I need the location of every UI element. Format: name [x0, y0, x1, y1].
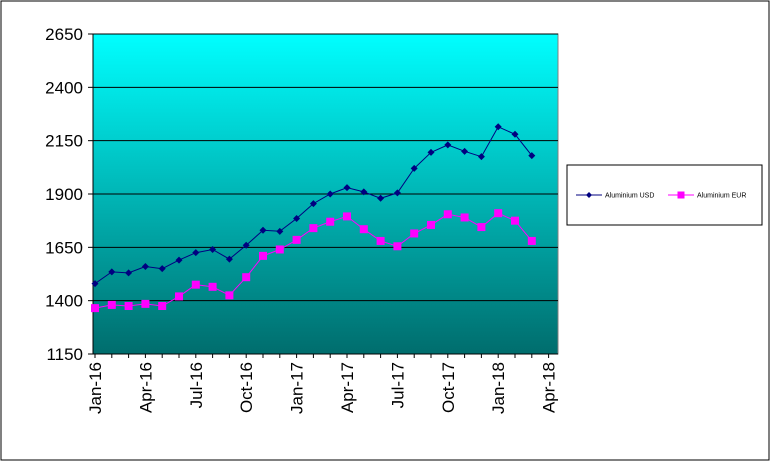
data-point — [477, 153, 485, 161]
data-point — [326, 217, 335, 226]
x-tick-label: Oct-16 — [237, 362, 256, 413]
data-point — [208, 282, 217, 291]
data-point — [410, 229, 419, 238]
data-point — [443, 210, 452, 219]
data-point — [175, 292, 183, 301]
legend-label: Aluminium USD — [605, 193, 654, 200]
series-1 — [91, 123, 536, 288]
data-point — [108, 268, 116, 276]
x-tick-label: Oct-17 — [439, 362, 458, 413]
data-point — [191, 280, 200, 289]
data-point — [192, 249, 200, 257]
data-point — [242, 273, 251, 282]
data-point — [158, 302, 167, 310]
data-point — [293, 215, 301, 223]
legend-label: Aluminium EUR — [697, 193, 746, 200]
legend-marker — [586, 192, 592, 198]
legend-item-2: Aluminium EUR — [668, 191, 746, 200]
series-2 — [91, 209, 536, 313]
axes: 1150 1400 1650 1900 2150 2400 2650 Jan-16 Apr-16… — [45, 25, 558, 414]
data-point — [209, 245, 217, 253]
legend-marker — [677, 191, 685, 199]
data-point — [461, 147, 469, 155]
data-point — [444, 141, 452, 149]
data-point — [124, 302, 133, 310]
data-point — [511, 216, 519, 225]
y-tick-label: 2650 — [45, 25, 83, 44]
x-tick-label: Apr-17 — [338, 362, 357, 413]
data-point — [359, 225, 368, 234]
data-point — [343, 184, 351, 192]
data-point — [511, 130, 519, 138]
data-point — [494, 209, 503, 218]
x-tick-label: Jul-17 — [388, 362, 407, 408]
data-point — [376, 236, 385, 245]
data-point — [107, 300, 116, 309]
data-point — [225, 291, 234, 300]
data-point — [292, 235, 301, 244]
data-point — [393, 189, 401, 197]
data-point — [259, 226, 267, 234]
data-point — [309, 224, 318, 233]
y-tick-label: 1150 — [46, 345, 83, 364]
y-tick-label: 2150 — [45, 132, 83, 151]
data-point — [393, 242, 402, 251]
data-point — [125, 269, 133, 277]
data-point — [377, 194, 385, 202]
data-point — [275, 245, 284, 254]
data-point — [326, 190, 334, 198]
data-point — [343, 212, 351, 221]
x-tick-label: Apr-16 — [136, 362, 155, 413]
data-point — [225, 255, 233, 263]
data-point — [528, 152, 536, 160]
gridlines — [93, 33, 558, 302]
y-tick-label: 2400 — [45, 78, 83, 97]
series-lines — [91, 123, 536, 313]
data-point — [494, 123, 502, 131]
data-point — [527, 236, 536, 245]
legend-box — [566, 164, 763, 226]
data-point — [141, 263, 149, 271]
data-point — [427, 148, 435, 156]
y-tick-label: 1650 — [45, 238, 83, 257]
x-tick-label: Jul-16 — [187, 362, 206, 408]
data-point — [242, 241, 250, 249]
data-point — [477, 223, 486, 232]
data-point — [309, 200, 317, 208]
x-tick-label: Jan-17 — [288, 362, 307, 414]
legend-item-1: Aluminium USD — [576, 192, 654, 200]
data-point — [91, 280, 99, 288]
legend: Aluminium USD Aluminium EUR — [566, 164, 763, 226]
x-tick-label: Jan-18 — [489, 362, 508, 414]
data-point — [158, 265, 166, 273]
data-point — [141, 299, 150, 308]
data-point — [460, 213, 469, 222]
data-point — [91, 304, 99, 313]
data-point — [259, 251, 267, 260]
y-tick-label: 1400 — [45, 292, 83, 311]
data-point — [427, 220, 435, 229]
x-tick-label: Jan-16 — [86, 362, 105, 414]
data-point — [360, 188, 368, 196]
data-point — [276, 227, 284, 235]
y-tick-label: 1900 — [45, 185, 83, 204]
x-tick-label: Apr-18 — [540, 362, 559, 413]
data-point — [175, 256, 183, 264]
data-point — [410, 164, 418, 172]
